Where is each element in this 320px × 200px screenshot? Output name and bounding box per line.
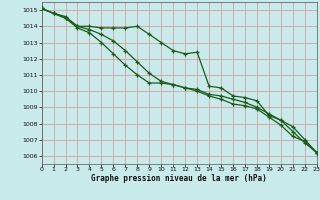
X-axis label: Graphe pression niveau de la mer (hPa): Graphe pression niveau de la mer (hPa) [91,174,267,183]
